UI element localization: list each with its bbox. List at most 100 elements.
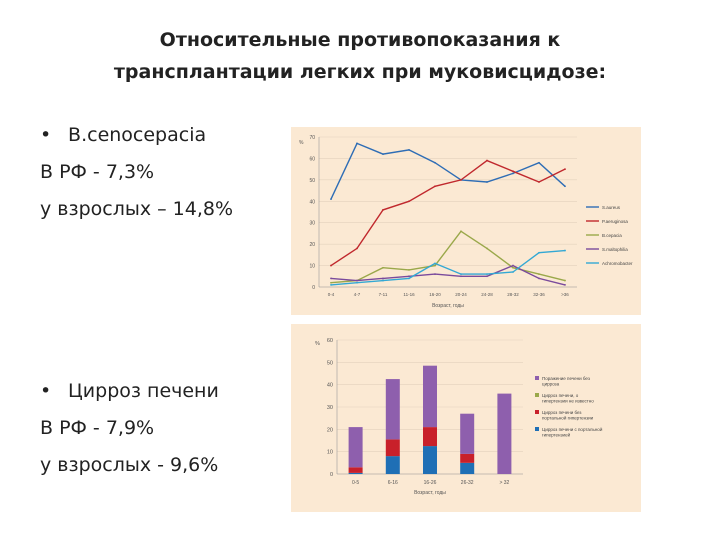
y-tick-label: 20 <box>309 242 315 248</box>
x-tick-label: 28-32 <box>507 292 519 297</box>
bar-chart-panel: % 0 10 20 30 40 50 60 0-5 6-16 16-26 26-32 > 32 Возра… <box>291 324 641 512</box>
data-point <box>356 142 358 145</box>
y-tick-label: 20 <box>327 427 333 433</box>
data-point <box>486 159 488 162</box>
legend-label: S.aureus <box>602 205 621 210</box>
y-tick-label: 0 <box>330 472 333 478</box>
y-tick-label: 50 <box>309 178 315 184</box>
legend-label: Поражение печени без цирроза <box>542 376 590 387</box>
stat-russia: В РФ - 7,9% <box>40 417 155 439</box>
bar-segment <box>348 467 363 473</box>
x-tick-label: 4-7 <box>354 292 361 297</box>
series-line-0 <box>330 142 566 200</box>
data-point <box>434 185 436 188</box>
y-tick-label: 30 <box>327 405 333 411</box>
bar-segment <box>423 365 437 428</box>
data-point <box>460 273 462 276</box>
bar-segment <box>460 453 475 463</box>
y-tick-label: 50 <box>327 360 333 366</box>
y-tick-label: 10 <box>327 450 333 456</box>
data-point <box>538 181 540 183</box>
line-chart: % 0 10 20 30 40 50 60 70 0-4 4-7 7-11 11-16 16-20 20-2… <box>299 135 633 309</box>
y-tick-label: 70 <box>309 135 315 141</box>
bar-segment <box>348 472 363 474</box>
text-block-cirrhosis: • Цирроз печени В РФ - 7,9% у взрослых -… <box>40 373 219 484</box>
data-point <box>538 161 540 164</box>
data-point <box>330 281 332 284</box>
title-line-1: Относительные противопоказания к <box>159 29 561 51</box>
x-axis-label: Возраст, годы <box>414 490 446 496</box>
bar-segment <box>423 446 437 474</box>
bar-segment <box>460 413 475 454</box>
bullet-line: • B.cenocepacia <box>40 117 233 154</box>
data-point <box>356 279 358 282</box>
data-point <box>486 273 488 276</box>
x-tick-label: 0-5 <box>352 480 359 486</box>
bar-segment <box>385 456 400 474</box>
data-point <box>538 277 540 280</box>
data-point <box>408 148 410 151</box>
bar-segment <box>423 427 437 447</box>
y-tick-label: 60 <box>327 338 333 344</box>
legend-label: Цирроз печени без портальной гипертензии <box>542 410 594 421</box>
data-point <box>564 185 566 188</box>
x-tick-label: 24-28 <box>481 292 493 297</box>
data-point <box>512 172 514 175</box>
x-tick-label: >36 <box>561 292 569 297</box>
data-point <box>408 200 410 203</box>
y-tick-label: 40 <box>309 199 315 205</box>
bullet-heading: B.cenocepacia <box>68 124 207 146</box>
x-tick-label: > 32 <box>499 480 509 486</box>
data-point <box>538 251 540 254</box>
legend-swatch <box>535 376 539 380</box>
bar-segment <box>460 462 475 474</box>
data-point <box>538 273 540 276</box>
data-point <box>356 247 358 250</box>
data-point <box>564 283 566 286</box>
series-line-2 <box>330 230 566 284</box>
line-chart-panel: % 0 10 20 30 40 50 60 70 0-4 4-7 7-11 11-16 16-20 20-2… <box>291 127 641 315</box>
legend-label: Цирроз печени с портальной гипертензией <box>542 426 603 438</box>
y-tick-label: 60 <box>309 156 315 162</box>
data-point <box>564 168 566 171</box>
legend-swatch <box>535 427 539 431</box>
stat-russia: В РФ - 7,3% <box>40 161 155 183</box>
data-point <box>434 273 436 276</box>
data-point <box>382 266 384 269</box>
data-point <box>486 181 488 183</box>
data-point <box>512 170 514 173</box>
legend-label: B.cepacia <box>602 233 622 238</box>
text-block-bcenocepacia: • B.cenocepacia В РФ - 7,3% у взрослых –… <box>40 117 233 228</box>
bar-segment <box>497 393 512 474</box>
data-point <box>460 230 462 233</box>
bar-segment <box>385 379 400 440</box>
y-tick-label: 0 <box>312 285 315 291</box>
data-point <box>330 198 332 201</box>
data-point <box>434 161 436 164</box>
data-point <box>408 275 410 278</box>
x-tick-label: 16-26 <box>424 480 437 486</box>
data-point <box>408 268 410 271</box>
data-point <box>564 249 566 252</box>
y-tick-label: 30 <box>309 221 315 227</box>
stat-adults: у взрослых – 14,8% <box>40 198 234 220</box>
y-tick-label: 40 <box>327 383 333 389</box>
data-point <box>382 279 384 282</box>
data-point <box>512 271 514 273</box>
legend-label: Achromobacter <box>602 261 633 266</box>
y-tick-label: 10 <box>309 264 315 270</box>
legend-label: S.maltophilia <box>602 247 628 252</box>
data-point <box>356 281 358 284</box>
data-point <box>460 178 462 181</box>
bullet: • <box>40 124 52 146</box>
bullet-heading: Цирроз печени <box>68 380 219 402</box>
x-tick-label: 20-24 <box>455 292 467 297</box>
bar-segment <box>348 427 363 468</box>
title-line-2: трансплантации легких при муковисцидозе: <box>113 61 607 83</box>
series-line-3 <box>330 264 566 286</box>
data-point <box>382 277 384 280</box>
legend-swatch <box>535 393 539 397</box>
x-tick-label: 11-16 <box>403 292 415 297</box>
bullet-line: • Цирроз печени <box>40 373 219 410</box>
y-axis-label: % <box>315 341 320 347</box>
